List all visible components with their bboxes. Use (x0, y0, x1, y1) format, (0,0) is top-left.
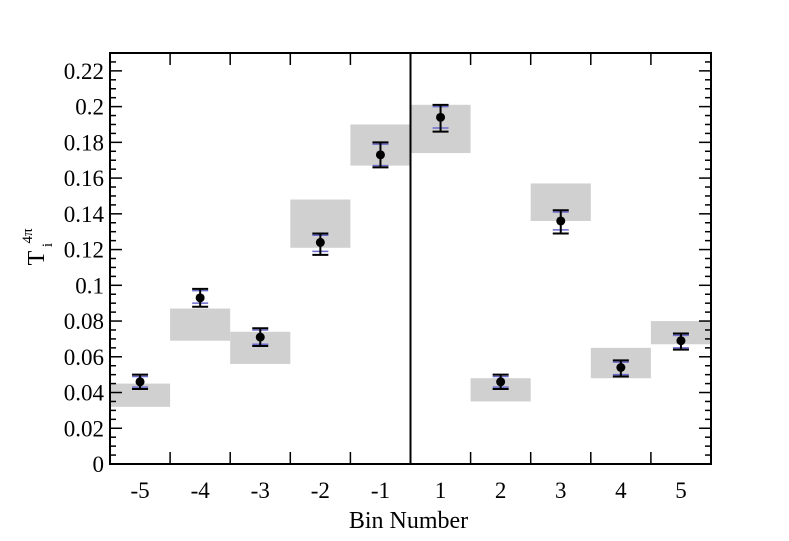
x-axis-label: Bin Number (349, 508, 468, 534)
y-axis-label-group: T 4π i (20, 228, 56, 265)
band--5 (110, 383, 171, 407)
x-tick-label: 3 (555, 478, 567, 503)
data-point-1 (436, 112, 446, 122)
data-point-2 (496, 377, 506, 387)
data-point--1 (375, 150, 385, 160)
y-tick-label: 0.02 (64, 416, 104, 441)
x-tick-label: -2 (311, 478, 330, 503)
y-tick-label: 0.18 (64, 130, 104, 155)
data-point--3 (255, 332, 265, 342)
y-tick-label: 0.22 (64, 59, 104, 84)
labels-layer: 0 0.02 0.04 0.06 0.08 0.1 0.12 0.14 0.16 0.18 0.2 0… (20, 59, 687, 534)
x-tick-label: -5 (130, 478, 149, 503)
data-point-4 (616, 363, 626, 373)
y-tick-label: 0.08 (64, 309, 104, 334)
y-tick-label: 0 (93, 452, 105, 477)
data-point-3 (556, 216, 566, 226)
x-tick-label: 4 (615, 478, 627, 503)
y-tick-label: 0.14 (64, 202, 105, 227)
y-axis-label-subscript: i (40, 243, 56, 247)
x-tick-label: -1 (371, 478, 390, 503)
y-tick-label: 0.06 (64, 345, 104, 370)
data-point--2 (315, 237, 325, 247)
axes-layer (109, 52, 712, 465)
x-tick-label: -3 (251, 478, 270, 503)
x-tick-label: -4 (191, 478, 211, 503)
x-tick-label: 2 (495, 478, 507, 503)
band--4 (170, 308, 231, 341)
points-layer (135, 112, 686, 387)
y-tick-label: 0.04 (64, 381, 105, 406)
y-axis-label-superscript: 4π (20, 228, 36, 244)
data-point-5 (676, 336, 686, 346)
data-point--5 (135, 377, 145, 387)
data-point--4 (195, 293, 205, 303)
y-tick-label: 0.12 (64, 238, 104, 263)
y-tick-label: 0.16 (64, 166, 104, 191)
x-tick-label: 1 (435, 478, 447, 503)
y-tick-label: 0.2 (75, 95, 104, 120)
x-tick-label: 5 (675, 478, 687, 503)
y-tick-label: 0.1 (75, 273, 104, 298)
y-axis-label: T (24, 250, 50, 265)
